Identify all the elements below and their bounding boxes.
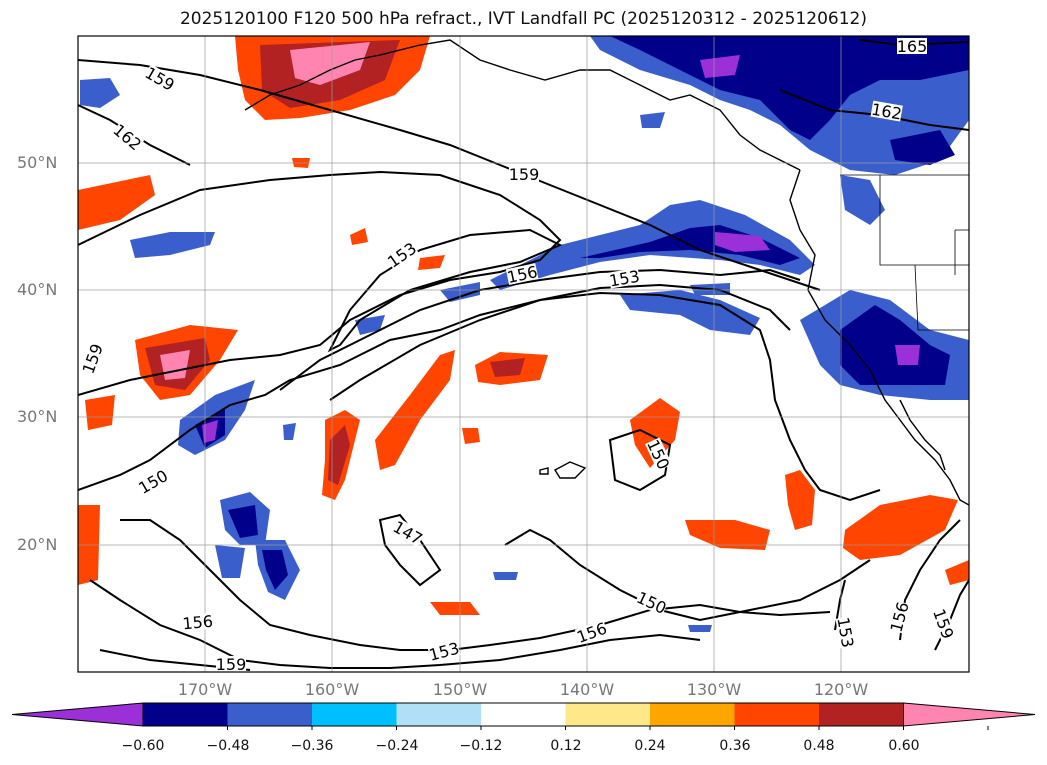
- colorbar-extend-max: [903, 702, 1036, 727]
- contour-label: 159: [509, 165, 540, 184]
- positive-anomaly-area: [350, 228, 368, 245]
- lon-label-150w: 150°W: [432, 680, 488, 699]
- state-border: [879, 175, 969, 266]
- positive-anomaly-area: [430, 602, 480, 615]
- negative-anomaly-area: [688, 625, 712, 632]
- lon-label-170w: 170°W: [177, 680, 233, 699]
- colorbar-segment: [312, 703, 397, 726]
- map-title: 2025120100 F120 500 hPa refract., IVT La…: [179, 9, 867, 29]
- colorbar-tick-label: 0.12: [550, 738, 582, 754]
- colorbar-frame: [142, 702, 904, 727]
- negative-anomaly-area: [840, 175, 885, 225]
- positive-anomaly-area: [785, 470, 815, 530]
- colorbar-segment: [565, 703, 651, 726]
- border-layer: [840, 174, 969, 331]
- plot-frame: [77, 35, 970, 673]
- state-border: [954, 229, 969, 275]
- negative-anomaly-area: [202, 420, 218, 443]
- colorbar-tick-label: 0.24: [634, 738, 666, 754]
- positive-anomaly-area: [490, 358, 525, 377]
- negative-anomaly-area: [890, 130, 955, 165]
- colorbar-extend-min: [11, 702, 144, 727]
- contour-line-147: [378, 513, 442, 587]
- contour-label: 165: [897, 37, 928, 56]
- positive-anomaly-area: [843, 495, 958, 560]
- colorbar-tick-label: 0.36: [719, 738, 751, 754]
- positive-anomaly-area: [418, 255, 445, 270]
- lat-label-50: 50°N: [17, 153, 58, 172]
- colorbar-segment: [481, 703, 566, 726]
- positive-anomaly-area: [78, 175, 155, 230]
- contour-line-150: [608, 428, 672, 492]
- colorbar-tick-label: −0.60: [121, 738, 165, 754]
- negative-anomaly-area: [640, 112, 665, 128]
- contour-line-153: [329, 283, 791, 401]
- colorbar-tick-label: 0.48: [803, 738, 835, 754]
- colorbar-segment: [650, 703, 735, 726]
- negative-anomaly-area: [715, 232, 770, 252]
- positive-anomaly-area: [462, 428, 480, 444]
- colorbar-tick-label: −0.36: [290, 738, 334, 754]
- positive-anomaly-area: [375, 350, 455, 470]
- positive-anomaly-area: [290, 42, 370, 85]
- negative-anomaly-area: [610, 36, 969, 140]
- colorbar-tick-label: −0.12: [459, 738, 503, 754]
- positive-anomaly-area: [630, 398, 680, 468]
- contour-line-150: [78, 291, 881, 502]
- negative-anomaly-area: [283, 423, 296, 440]
- contour-line-153: [327, 228, 563, 353]
- negative-anomaly-area: [493, 572, 518, 580]
- colorbar-segment: [227, 703, 313, 726]
- colorbar-segment: [143, 703, 228, 726]
- colorbar-tick-label: −0.48: [206, 738, 250, 754]
- north-america-coastline: [789, 169, 969, 506]
- negative-anomaly-area: [895, 345, 920, 365]
- lon-label-140w: 140°W: [559, 680, 615, 699]
- lat-label-20: 20°N: [17, 535, 58, 554]
- negative-anomaly-area: [228, 505, 258, 538]
- baja-coastline: [899, 399, 946, 471]
- contour-label: 159: [216, 655, 247, 674]
- colorbar-segment: [396, 703, 482, 726]
- lon-label-120w: 120°W: [813, 680, 869, 699]
- contour-label: 156: [182, 612, 214, 634]
- contour-line-156: [279, 268, 801, 391]
- gridlines: [78, 36, 969, 672]
- lat-label-40: 40°N: [17, 280, 58, 299]
- contour-line-159: [78, 170, 562, 396]
- colorbar-segment: [819, 703, 904, 726]
- positive-anomaly-area: [945, 560, 969, 585]
- lat-label-30: 30°N: [17, 407, 58, 426]
- colorbar-tick-label: −0.24: [375, 738, 419, 754]
- negative-anomaly-area: [215, 545, 245, 578]
- negative-anomaly-area: [262, 550, 288, 590]
- lon-label-130w: 130°W: [686, 680, 742, 699]
- positive-anomaly-area: [685, 520, 770, 550]
- hawaii-islands: [539, 461, 587, 479]
- negative-anomaly-area: [130, 232, 215, 258]
- positive-anomaly-area: [85, 395, 115, 430]
- lon-label-160w: 160°W: [304, 680, 360, 699]
- state-border: [914, 264, 969, 331]
- colorbar-segment: [734, 703, 820, 726]
- negative-anomaly-area: [355, 315, 385, 335]
- coastline-layer: [244, 39, 969, 506]
- positive-anomaly-area: [328, 425, 350, 485]
- negative-anomaly-area: [80, 78, 120, 108]
- contour-line-159: [78, 59, 821, 291]
- negative-anomaly-area: [700, 55, 740, 78]
- contour-line-156: [89, 579, 701, 669]
- negative-anomaly-area: [620, 290, 760, 335]
- colorbar: [11, 702, 1036, 730]
- colorbar-tick-label: 0.60: [888, 738, 920, 754]
- alaska-coastline: [244, 39, 801, 171]
